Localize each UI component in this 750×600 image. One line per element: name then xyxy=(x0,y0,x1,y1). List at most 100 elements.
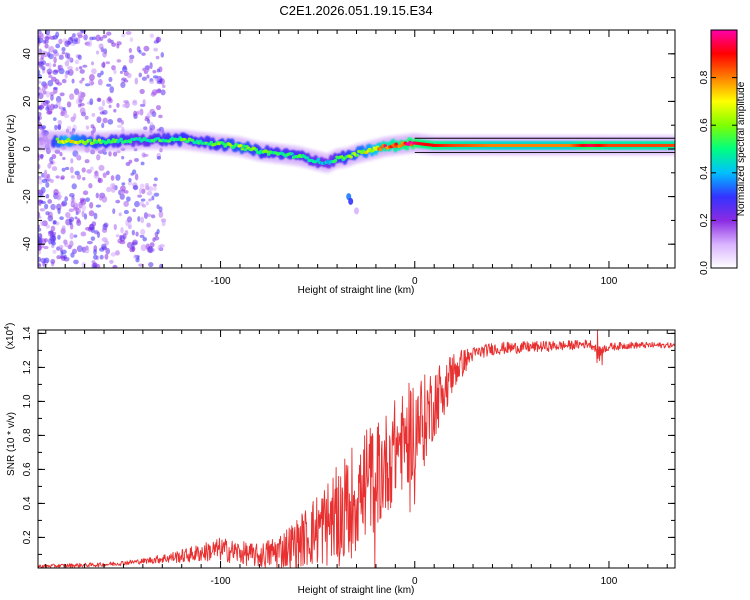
noise-speck xyxy=(101,227,108,233)
x-tick-label: 0 xyxy=(412,276,418,287)
ridge-core xyxy=(240,147,245,151)
noise-speck xyxy=(136,110,142,115)
noise-speck xyxy=(142,99,146,106)
noise-speck xyxy=(38,80,42,84)
noise-speck xyxy=(38,224,41,228)
noise-speck xyxy=(79,102,85,107)
noise-speck xyxy=(97,177,103,184)
noise-speck xyxy=(99,111,105,115)
noise-speck xyxy=(110,252,117,257)
noise-speck xyxy=(38,37,41,43)
noise-speck xyxy=(95,34,101,42)
noise-speck xyxy=(53,104,59,109)
noise-speck xyxy=(113,223,117,231)
y-tick-label: 1.4 xyxy=(22,326,33,340)
noise-speck xyxy=(137,216,141,222)
noise-speck xyxy=(40,154,44,160)
noise-speck xyxy=(50,225,56,232)
noise-speck xyxy=(108,151,112,157)
noise-speck xyxy=(55,43,61,49)
ridge-core xyxy=(355,153,360,157)
noise-speck xyxy=(53,117,57,121)
ridge-core xyxy=(55,137,60,141)
noise-speck xyxy=(65,211,71,219)
noise-speck xyxy=(149,242,155,248)
noise-speck xyxy=(101,195,108,203)
noise-speck xyxy=(91,113,96,117)
noise-speck xyxy=(92,126,96,134)
noise-speck xyxy=(65,166,70,171)
noise-speck xyxy=(116,59,122,63)
noise-speck xyxy=(51,154,57,160)
noise-speck xyxy=(119,70,123,74)
noise-speck xyxy=(129,54,135,60)
noise-speck xyxy=(70,158,74,164)
noise-speck xyxy=(91,260,96,264)
noise-speck xyxy=(157,244,163,251)
noise-speck xyxy=(141,76,147,81)
noise-speck xyxy=(48,74,53,79)
noise-speck xyxy=(57,65,63,70)
noise-speck xyxy=(76,32,83,37)
noise-speck xyxy=(133,254,138,260)
noise-speck xyxy=(38,193,42,197)
noise-speck xyxy=(50,76,57,82)
noise-speck xyxy=(95,50,100,55)
noise-speck xyxy=(156,156,162,160)
noise-speck xyxy=(52,63,57,67)
noise-speck xyxy=(96,97,102,102)
noise-speck xyxy=(125,31,132,35)
noise-speck xyxy=(38,61,41,65)
noise-speck xyxy=(158,210,164,218)
noise-speck xyxy=(132,184,139,191)
noise-speck xyxy=(98,164,105,171)
ridge-core xyxy=(243,148,248,152)
noise-speck xyxy=(146,222,151,228)
noise-speck xyxy=(38,256,42,262)
noise-speck xyxy=(38,92,44,100)
noise-speck xyxy=(38,244,42,251)
noise-speck xyxy=(73,234,78,238)
noise-speck xyxy=(38,189,44,195)
noise-speck xyxy=(90,236,96,241)
noise-speck xyxy=(140,161,145,166)
noise-speck xyxy=(87,40,93,47)
noise-speck xyxy=(78,201,83,209)
ridge-dip xyxy=(348,197,354,205)
noise-speck xyxy=(62,156,66,161)
ridge-core xyxy=(349,155,353,159)
noise-speck xyxy=(84,83,91,87)
spectrogram-ylabel: Frequency (Hz) xyxy=(6,115,17,184)
noise-speck xyxy=(61,78,67,84)
noise-speck xyxy=(131,229,136,236)
noise-speck xyxy=(80,231,87,237)
noise-speck xyxy=(146,191,153,196)
noise-speck xyxy=(124,190,129,194)
noise-speck xyxy=(64,60,70,67)
noise-speck xyxy=(39,32,44,40)
x-tick-label: 0 xyxy=(412,576,418,587)
ridge-core xyxy=(209,140,214,145)
noise-speck xyxy=(82,190,89,196)
noise-speck xyxy=(91,68,97,75)
noise-speck xyxy=(101,122,105,129)
noise-speck xyxy=(153,185,157,192)
noise-speck xyxy=(120,226,124,234)
noise-speck xyxy=(61,201,66,207)
noise-speck xyxy=(146,213,152,217)
noise-speck xyxy=(120,81,126,88)
noise-speck xyxy=(76,217,81,224)
noise-speck xyxy=(121,155,125,160)
noise-speck xyxy=(70,43,76,47)
noise-speck xyxy=(43,245,49,250)
noise-speck xyxy=(82,176,86,181)
noise-speck xyxy=(89,98,94,106)
noise-speck xyxy=(85,226,91,231)
noise-speck xyxy=(146,118,151,124)
noise-speck xyxy=(85,125,90,130)
noise-speck xyxy=(158,206,163,213)
noise-speck xyxy=(58,38,63,45)
noise-speck xyxy=(50,203,56,211)
ridge-core xyxy=(305,156,310,160)
noise-speck xyxy=(105,61,111,65)
